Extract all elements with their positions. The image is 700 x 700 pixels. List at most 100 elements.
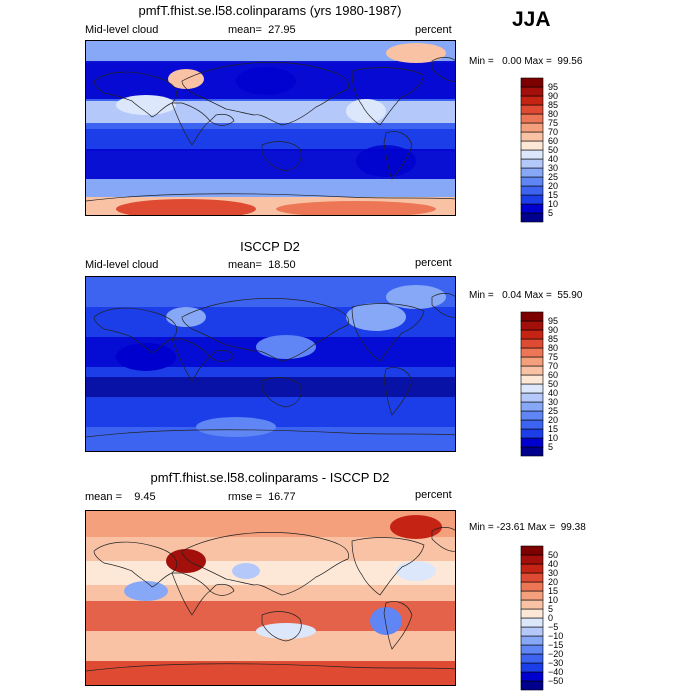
contour-region bbox=[370, 607, 402, 635]
panel-1-colorbar: 5 10 15 20 25 30 40 50 60 70 75 80 85 90 95 bbox=[520, 77, 581, 226]
colorbar-tick-label: 20 bbox=[548, 577, 558, 587]
colorbar-tick-label: 30 bbox=[548, 397, 558, 407]
panel-3-max-label: Max = bbox=[527, 522, 556, 533]
contour-region bbox=[232, 563, 260, 579]
panel-3-rmse-value: 16.77 bbox=[268, 491, 296, 503]
panel-3-max-value: 99.38 bbox=[560, 522, 586, 533]
colorbar-box bbox=[520, 581, 544, 592]
coastline bbox=[351, 67, 425, 126]
panel-1-min-label: Min = bbox=[469, 56, 494, 67]
coastline bbox=[383, 367, 413, 416]
coastline bbox=[181, 62, 349, 126]
panel-1-map bbox=[85, 40, 456, 216]
contour-region bbox=[346, 99, 386, 123]
colorbar-box bbox=[520, 365, 544, 376]
colorbar-tick-label: −20 bbox=[548, 649, 563, 659]
colorbar-tick-label: −40 bbox=[548, 667, 563, 677]
colorbar-tick-label: 60 bbox=[548, 136, 558, 146]
panel-2-units: percent bbox=[415, 257, 452, 269]
panel-1-title: pmfT.fhist.se.l58.colinparams (yrs 1980-… bbox=[138, 3, 402, 18]
contour-region bbox=[236, 67, 296, 95]
colorbar-box bbox=[520, 680, 544, 691]
colorbar-box bbox=[520, 617, 544, 628]
colorbar-box bbox=[520, 311, 544, 322]
contour-region bbox=[276, 201, 436, 215]
colorbar-tick-label: 5 bbox=[548, 604, 553, 614]
colorbar-box bbox=[520, 644, 544, 655]
contour-region bbox=[124, 581, 168, 601]
colorbar-tick-label: 40 bbox=[548, 559, 558, 569]
panel-1-mean-value: 27.95 bbox=[268, 24, 296, 36]
colorbar-tick-label: 90 bbox=[548, 325, 558, 335]
coastline bbox=[431, 293, 455, 318]
panel-3-colorbar: −50 −40 −30 −20 −15 −10 −5 0 5 10 15 20 30 40 50 bbox=[520, 545, 581, 694]
colorbar-box bbox=[520, 104, 544, 115]
contour-band bbox=[86, 407, 455, 429]
coastline bbox=[171, 102, 211, 146]
coastline bbox=[86, 193, 455, 202]
contour-region bbox=[116, 343, 176, 371]
colorbar-box bbox=[520, 122, 544, 133]
panel-2-minmax: Min = 0.04 Max = 55.90 bbox=[469, 290, 582, 301]
coastline bbox=[171, 572, 211, 616]
contour-band bbox=[86, 377, 455, 397]
coastline bbox=[209, 113, 235, 126]
contour-region bbox=[356, 145, 416, 177]
colorbar-tick-label: 60 bbox=[548, 370, 558, 380]
panel-2-field-label: Mid-level cloud bbox=[85, 259, 159, 271]
colorbar-tick-label: −30 bbox=[548, 658, 563, 668]
panel-2-mean-label: mean= bbox=[228, 259, 262, 271]
colorbar-tick-label: 10 bbox=[548, 199, 558, 209]
colorbar-box bbox=[520, 392, 544, 403]
contour-region bbox=[256, 335, 316, 359]
colorbar-tick-label: 80 bbox=[548, 343, 558, 353]
contour-band bbox=[86, 129, 455, 151]
panel-3-min-value: -23.61 bbox=[496, 522, 525, 533]
colorbar-box bbox=[520, 203, 544, 214]
colorbar-box bbox=[520, 608, 544, 619]
panel-3-mean-label: mean = bbox=[85, 491, 122, 503]
colorbar-box bbox=[520, 410, 544, 421]
colorbar-tick-label: 30 bbox=[548, 568, 558, 578]
colorbar-box bbox=[520, 446, 544, 457]
colorbar-box bbox=[520, 590, 544, 601]
colorbar-tick-label: 50 bbox=[548, 145, 558, 155]
coastline bbox=[261, 141, 302, 172]
colorbar-box bbox=[520, 113, 544, 124]
panel-2-map bbox=[85, 276, 456, 452]
contour-region bbox=[390, 515, 442, 539]
colorbar-box bbox=[520, 77, 544, 88]
colorbar-box bbox=[520, 626, 544, 637]
colorbar-box bbox=[520, 428, 544, 439]
colorbar-box bbox=[520, 662, 544, 673]
colorbar-box bbox=[520, 374, 544, 385]
coastline bbox=[181, 532, 349, 596]
colorbar-tick-label: 25 bbox=[548, 172, 558, 182]
colorbar-tick-label: 20 bbox=[548, 181, 558, 191]
panel-1-units: percent bbox=[415, 24, 452, 36]
panel-3-units: percent bbox=[415, 489, 452, 501]
colorbar-tick-label: 10 bbox=[548, 433, 558, 443]
colorbar-tick-label: 5 bbox=[548, 442, 553, 452]
panel-2-title: ISCCP D2 bbox=[240, 239, 300, 254]
colorbar-box bbox=[520, 401, 544, 412]
colorbar-tick-label: −50 bbox=[548, 676, 563, 686]
colorbar-tick-label: 25 bbox=[548, 406, 558, 416]
panel-1-mean-label: mean= bbox=[228, 24, 262, 36]
panel-2-min-value: 0.04 bbox=[502, 290, 522, 301]
colorbar-tick-label: 40 bbox=[548, 388, 558, 398]
coastline bbox=[431, 527, 455, 552]
colorbar-tick-label: 15 bbox=[548, 424, 558, 434]
colorbar-tick-label: 85 bbox=[548, 100, 558, 110]
coastline bbox=[431, 57, 455, 82]
colorbar-tick-label: 0 bbox=[548, 613, 553, 623]
panel-3-rmse: rmse = 16.77 bbox=[228, 491, 296, 503]
panel-1-max-value: 99.56 bbox=[557, 56, 583, 67]
colorbar-box bbox=[520, 212, 544, 223]
colorbar-box bbox=[520, 356, 544, 367]
colorbar-box bbox=[520, 149, 544, 160]
colorbar-tick-label: 5 bbox=[548, 208, 553, 218]
colorbar-box bbox=[520, 329, 544, 340]
panel-2-max-label: Max = bbox=[524, 290, 552, 301]
contour-region bbox=[256, 623, 316, 639]
